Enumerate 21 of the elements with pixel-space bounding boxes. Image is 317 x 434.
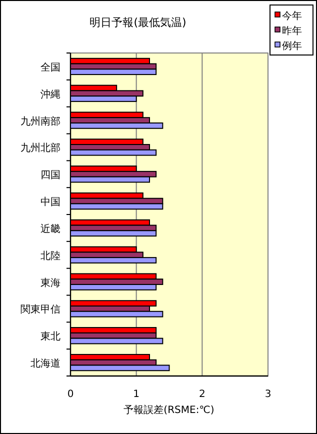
- y-tick-label: 沖縄: [40, 88, 60, 100]
- y-tick-label: 北海道: [30, 358, 60, 370]
- y-tick-label: 九州北部: [20, 142, 60, 154]
- chart-title: 明日予報(最低気温): [90, 16, 186, 29]
- legend-label: 例年: [282, 40, 302, 52]
- y-tick-label: 四国: [40, 170, 60, 182]
- y-tick-label: 九州南部: [20, 115, 60, 128]
- y-tick-label: 全国: [40, 61, 60, 74]
- y-tick-label: 近畿: [40, 222, 60, 235]
- legend-label: 昨年: [282, 25, 302, 37]
- y-tick-label: 中国: [40, 196, 60, 208]
- y-tick-label: 北陸: [40, 250, 60, 262]
- y-tick-label: 東北: [40, 330, 60, 343]
- x-tick-label: 1: [133, 389, 140, 400]
- y-tick-label: 東海: [40, 276, 60, 289]
- legend-label: 今年: [282, 10, 302, 22]
- x-tick-label: 2: [198, 389, 206, 400]
- y-tick-label: 関東甲信: [20, 304, 60, 316]
- x-tick-label: 3: [264, 389, 272, 400]
- x-tick-label: 0: [67, 389, 74, 400]
- x-axis-title: 予報誤差(RSME:℃): [124, 404, 214, 416]
